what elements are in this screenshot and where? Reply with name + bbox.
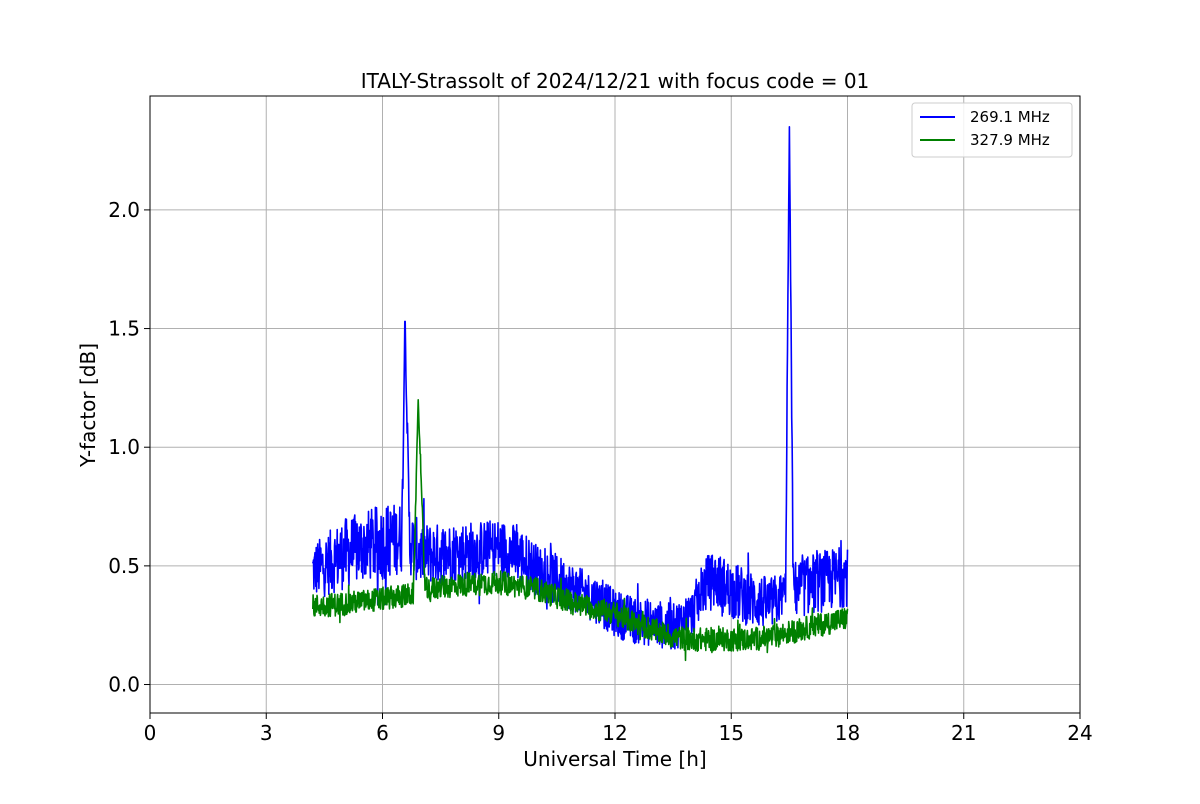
series-line-1: [312, 398, 849, 662]
series-layer: [312, 126, 849, 662]
x-tick-label: 0: [144, 721, 157, 745]
x-tick-label: 12: [602, 721, 627, 745]
y-tick-label: 1.5: [108, 317, 140, 341]
x-tick-label: 3: [260, 721, 273, 745]
x-tick-label: 21: [951, 721, 976, 745]
legend: 269.1 MHz 327.9 MHz: [911, 102, 1073, 158]
y-tick-label: 0.5: [108, 554, 140, 578]
x-tick-label: 18: [835, 721, 860, 745]
chart-title: ITALY-Strassolt of 2024/12/21 with focus…: [361, 69, 870, 93]
y-tick-label: 1.0: [108, 435, 140, 459]
legend-label-269: 269.1 MHz: [970, 108, 1050, 126]
legend-label-327: 327.9 MHz: [970, 131, 1050, 149]
x-tick-label: 24: [1067, 721, 1092, 745]
y-tick-label: 0.0: [108, 673, 140, 697]
series-line-0: [312, 126, 849, 650]
x-tick-label: 9: [492, 721, 505, 745]
y-axis-label: Y-factor [dB]: [76, 343, 100, 468]
x-tick-label: 15: [719, 721, 744, 745]
x-tick-label: 6: [376, 721, 389, 745]
tick-layer: 0 3 6 9 12 15 18 21 24 0.0 0.5 1.0 1.5 2.0: [108, 198, 1093, 745]
y-tick-label: 2.0: [108, 198, 140, 222]
x-axis-label: Universal Time [h]: [523, 747, 706, 771]
